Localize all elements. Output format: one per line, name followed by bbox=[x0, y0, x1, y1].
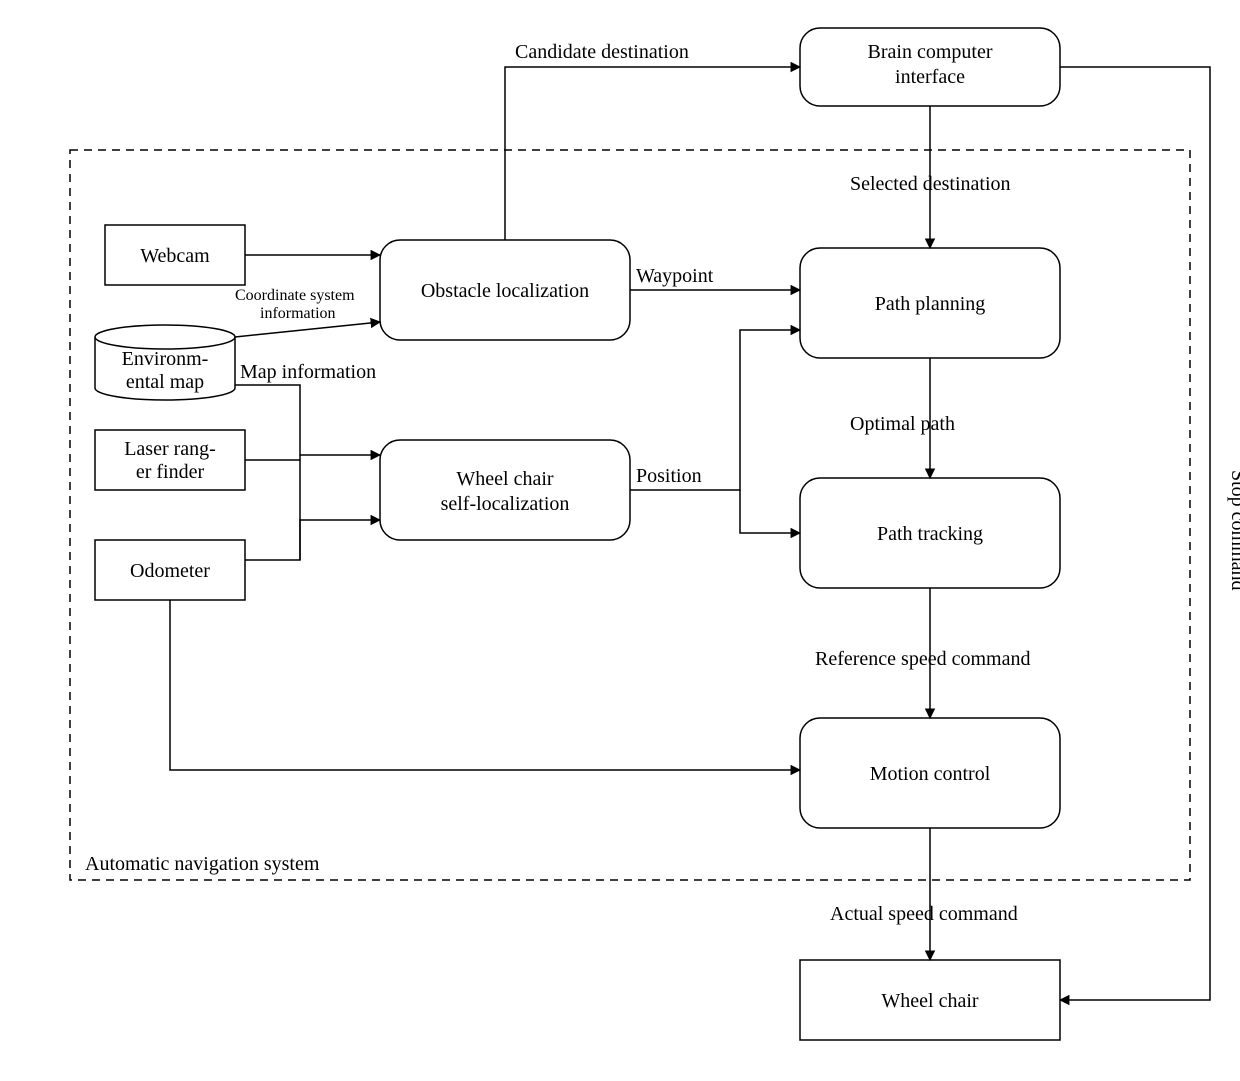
node-selfloc-label-2: self-localization bbox=[441, 493, 570, 515]
label-coordinfo-1: Coordinate system bbox=[235, 287, 355, 304]
node-odometer-label: Odometer bbox=[130, 560, 210, 582]
edge-mapinfo bbox=[235, 385, 380, 455]
flowchart-diagram: Automatic navigation system Brain comput… bbox=[0, 0, 1240, 1081]
label-candidate: Candidate destination bbox=[515, 41, 689, 63]
edge-odometer-selfloc bbox=[245, 520, 380, 560]
label-optimal: Optimal path bbox=[850, 413, 955, 435]
edge-stop-command bbox=[1060, 67, 1210, 1000]
node-pathplan-label: Path planning bbox=[875, 293, 986, 315]
edge-odometer-motion bbox=[170, 600, 800, 770]
label-actualspeed: Actual speed command bbox=[830, 903, 1018, 925]
node-laser-label-2: er finder bbox=[136, 461, 205, 483]
node-envmap-label-2: ental map bbox=[126, 371, 204, 393]
node-obst-label: Obstacle localization bbox=[421, 280, 589, 302]
label-mapinfo: Map information bbox=[240, 361, 376, 383]
node-pathtrack-label: Path tracking bbox=[877, 523, 983, 545]
container-label: Automatic navigation system bbox=[85, 853, 320, 875]
node-bci-label-1: Brain computer bbox=[868, 41, 993, 63]
node-laser-label-1: Laser rang- bbox=[124, 438, 216, 460]
node-motion-label: Motion control bbox=[870, 763, 991, 785]
edge-candidate-destination bbox=[505, 67, 800, 240]
node-bci-label-2: interface bbox=[895, 66, 965, 88]
label-waypoint: Waypoint bbox=[636, 265, 714, 287]
label-stopcmd: Stop command bbox=[1227, 470, 1240, 591]
node-wheelchair-label: Wheel chair bbox=[881, 990, 978, 1012]
node-webcam-label: Webcam bbox=[140, 245, 210, 267]
edge-coordinfo bbox=[235, 322, 380, 337]
label-refspeed: Reference speed command bbox=[815, 648, 1030, 670]
label-position: Position bbox=[636, 465, 702, 487]
node-envmap: Environm- ental map bbox=[95, 325, 235, 400]
node-selfloc-label-1: Wheel chair bbox=[456, 468, 553, 490]
edge-position-pathtrack bbox=[740, 490, 800, 533]
node-self-localization bbox=[380, 440, 630, 540]
node-envmap-label-1: Environm- bbox=[122, 348, 209, 370]
label-coordinfo-2: information bbox=[260, 305, 336, 322]
label-selected: Selected destination bbox=[850, 173, 1011, 195]
